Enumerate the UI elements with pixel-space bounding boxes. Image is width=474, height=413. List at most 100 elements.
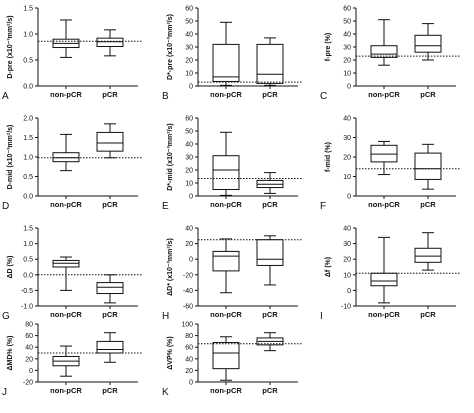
box-iqr [414,247,442,263]
box-pcr [414,23,442,61]
box-iqr [52,152,80,163]
y-tick-label: 40 [343,32,351,39]
y-tick-label: 40 [343,226,351,233]
box-non-pcr [212,131,240,196]
box-iqr [370,272,398,287]
y-tick-label: -20 [23,380,33,387]
panel-label: J [2,387,7,398]
y-tick-label: 1.5 [23,226,33,233]
category-label: non-pCR [50,90,82,99]
y-tick-label: 10 [343,71,351,78]
y-tick-label: 1.5 [23,6,33,13]
category-label: non-pCR [210,310,242,319]
y-tick-label: 0 [189,380,193,387]
y-axis-label: D-pre (x10⁻³mm²/s) [7,15,14,78]
box-iqr [212,155,240,190]
panel-label: G [2,311,10,322]
y-tick-label: 20 [185,368,193,375]
box-iqr [96,131,124,152]
y-axis-label: Δf (%) [325,257,332,277]
y-axis-label: ΔMD% (%) [7,336,14,371]
y-tick-label: 50 [343,19,351,26]
category-label: pCR [420,310,436,319]
box-non-pcr [370,140,398,176]
y-tick-label: 80 [185,333,193,340]
y-tick-label: 40 [185,356,193,363]
y-tick-label: 10 [185,181,193,188]
box-non-pcr [52,345,80,377]
box-iqr [414,152,442,180]
y-tick-label: 50 [185,19,193,26]
category-label: non-pCR [50,386,82,395]
y-tick-label: 20 [343,257,351,264]
panel-label: A [2,91,9,102]
panel-d: 0.0 0.5 1.0 1.5 2.0 D-mid (x10⁻³mm²/s) non-pCR… [2,116,142,212]
y-tick-label: -60 [183,304,193,311]
box-pcr [96,332,124,363]
y-axis-label: f-mid (%) [325,142,332,172]
y-axis-label: D-mid (x10⁻³mm²/s) [7,125,14,190]
panel-f: 0 10 20 30 40 f-mid (%) non-pCR pCR F [320,116,460,212]
box-pcr [96,123,124,159]
panel-a: 0.0 0.5 1.0 1.5 D-pre (x10⁻³mm²/s) non-pCR pCR… [2,6,142,102]
y-tick-label: 30 [185,45,193,52]
y-tick-label: 50 [185,129,193,136]
y-axis-label: ΔD* (x10⁻³mm²/s) [167,238,174,296]
y-tick-label: 60 [185,116,193,123]
y-tick-label: 60 [25,333,33,340]
y-tick-label: 100 [181,322,193,329]
y-tick-label: 40 [185,142,193,149]
y-tick-label: 0.0 [23,194,33,201]
y-tick-label: 20 [25,356,33,363]
y-axis-label: D*-pre (x10⁻³mm²/s) [167,14,174,80]
y-tick-label: 0 [189,257,193,264]
y-tick-label: 0 [189,84,193,91]
category-label: non-pCR [368,310,400,319]
box-non-pcr [212,336,240,381]
y-tick-label: 30 [343,241,351,248]
box-pcr [96,29,124,57]
y-tick-label: 30 [343,45,351,52]
y-tick-label: -1.0 [21,304,33,311]
y-axis-label: D*-mid (x10⁻³mm²/s) [167,123,174,190]
y-tick-label: 0.0 [23,84,33,91]
y-tick-label: 0.5 [23,174,33,181]
panel-g: -1.0 -0.5 0.0 0.5 1.0 1.5 ΔD (%) non-pCR pCR G [2,226,142,322]
category-label: pCR [420,200,436,209]
y-tick-label: 1.0 [23,241,33,248]
y-tick-label: 0.5 [23,58,33,65]
y-tick-label: 1.5 [23,135,33,142]
panel-b: 0 10 20 30 40 50 60 D*-pre (x10⁻³mm²/s) non-pCR p… [162,6,302,102]
category-label: non-pCR [210,200,242,209]
box-pcr [96,274,124,304]
panel-label: E [162,201,169,212]
y-tick-label: 30 [343,135,351,142]
y-tick-label: 0 [29,368,33,375]
category-label: pCR [262,310,278,319]
y-tick-label: 0.5 [23,257,33,264]
y-tick-label: 1.0 [23,32,33,39]
y-tick-label: 20 [343,58,351,65]
y-tick-label: 60 [185,6,193,13]
y-tick-label: 10 [343,272,351,279]
box-iqr [212,250,240,272]
y-tick-label: 10 [343,174,351,181]
category-label: pCR [102,90,118,99]
box-pcr [256,332,284,352]
category-label: pCR [102,200,118,209]
y-tick-label: 0 [347,194,351,201]
category-label: pCR [102,310,118,319]
y-tick-label: 10 [185,71,193,78]
category-label: pCR [262,200,278,209]
category-label: pCR [262,90,278,99]
y-tick-label: 80 [25,322,33,329]
y-tick-label: 0.0 [23,272,33,279]
y-tick-label: -40 [183,288,193,295]
box-iqr [370,45,398,58]
y-tick-label: 40 [185,32,193,39]
box-iqr [212,43,240,82]
box-iqr [96,282,124,295]
panel-label: C [320,91,327,102]
y-tick-label: 0 [347,84,351,91]
